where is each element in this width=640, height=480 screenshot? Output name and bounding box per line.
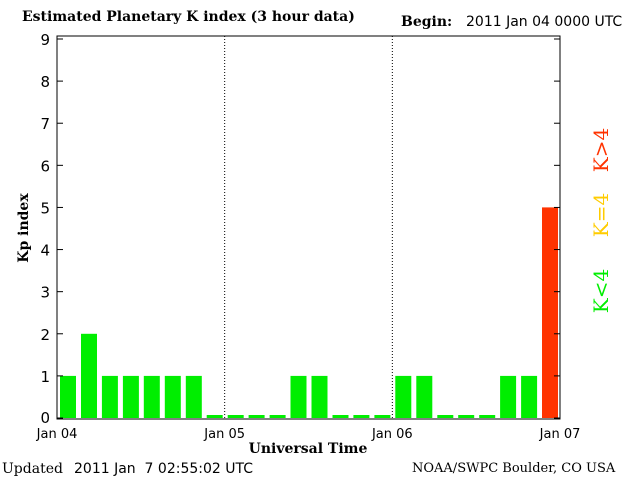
kp-bar <box>81 333 97 418</box>
y-axis-label: Kp index <box>16 193 32 263</box>
kp-bar <box>101 375 118 418</box>
kp-bar <box>521 375 538 418</box>
kp-bar <box>311 375 328 418</box>
x-tick-label: Jan 06 <box>371 427 413 442</box>
bar-group <box>60 207 558 418</box>
kp-bar <box>269 415 286 418</box>
kp-bar <box>395 375 412 418</box>
kp-bar <box>353 415 370 418</box>
updated-value: 2011 Jan 7 02:55:02 UTC <box>74 461 253 477</box>
kp-bar <box>164 375 181 418</box>
y-tick-label: 1 <box>40 368 50 386</box>
source-credit: NOAA/SWPC Boulder, CO USA <box>412 461 616 476</box>
y-tick-label: 4 <box>40 242 50 260</box>
y-tick-label: 3 <box>40 284 50 302</box>
y-tick-label: 8 <box>40 73 50 91</box>
y-axis-ticks: 0 1 2 3 4 5 6 7 8 9 <box>40 31 560 427</box>
kp-bar <box>122 375 139 418</box>
kp-bar <box>206 415 223 418</box>
kp-bar <box>185 375 202 418</box>
kp-bar <box>248 415 265 418</box>
kp-bar <box>227 415 244 418</box>
x-tick-label: Jan 04 <box>36 427 78 442</box>
legend-low: K<4 <box>589 269 613 313</box>
kp-bar <box>542 207 558 418</box>
begin-label: Begin: <box>401 14 453 30</box>
x-axis-label: Universal Time <box>249 441 368 457</box>
kp-bar <box>332 415 349 418</box>
begin-value: 2011 Jan 04 0000 UTC <box>466 14 623 30</box>
kp-bar <box>143 375 160 418</box>
legend-equal: K=4 <box>589 193 613 237</box>
y-tick-label: 0 <box>40 409 50 427</box>
y-tick-label: 5 <box>40 199 50 217</box>
x-axis-ticks: Jan 04 Jan 05 Jan 06 Jan 07 <box>36 427 581 442</box>
updated-label: Updated <box>2 461 63 477</box>
legend-high: K>4 <box>589 128 613 172</box>
kp-bar <box>374 415 391 418</box>
kp-bar <box>437 415 454 418</box>
y-tick-label: 2 <box>40 326 50 344</box>
chart-title: Estimated Planetary K index (3 hour data… <box>22 9 355 25</box>
x-tick-label: Jan 07 <box>539 427 581 442</box>
plot-frame <box>56 35 561 420</box>
kp-bar <box>60 375 76 418</box>
y-tick-label: 9 <box>40 31 50 49</box>
kp-bar <box>416 375 433 418</box>
kp-bar <box>479 415 496 418</box>
x-tick-label: Jan 05 <box>203 427 245 442</box>
y-tick-label: 6 <box>40 157 50 175</box>
day-separators <box>224 36 393 419</box>
y-tick-label: 7 <box>40 115 50 133</box>
kp-bar <box>458 415 475 418</box>
kp-bar <box>290 375 307 418</box>
kp-bar <box>500 375 517 418</box>
